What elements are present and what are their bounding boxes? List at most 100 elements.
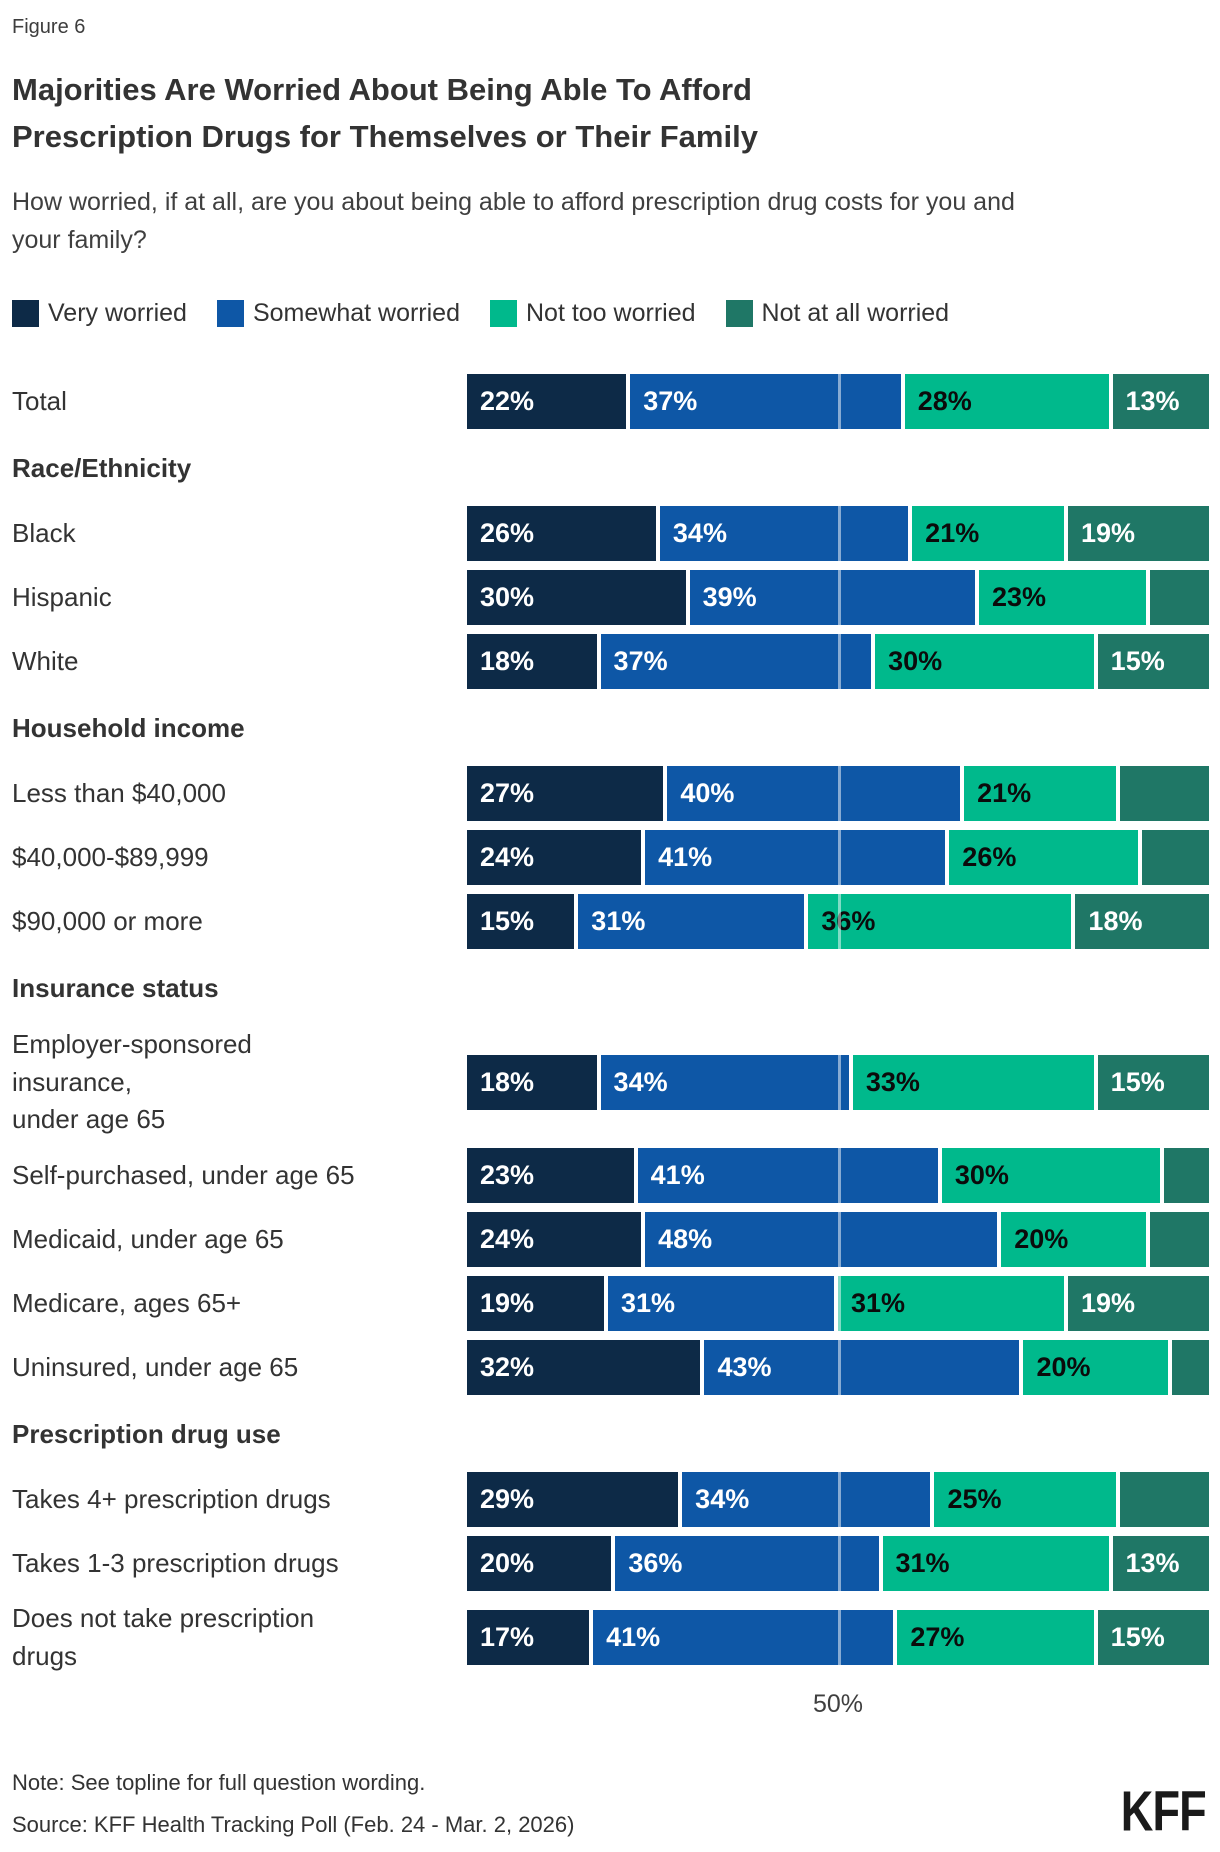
segment-value-label: 39% [702,582,757,612]
legend-label: Not at all worried [761,299,950,327]
segment-value-label: 15% [1110,1622,1165,1653]
legend-item: Very worried [12,299,187,328]
stacked-bar: 22% 37% 28% 13% [467,374,1209,429]
bar-segment [1164,1148,1209,1204]
bar-segment: 32% [467,1340,705,1396]
legend-swatch-icon [12,300,39,327]
segment-value-label: 27% [480,778,535,808]
legend-item: Not too worried [489,299,696,328]
segment-value-label: 19% [480,1288,535,1319]
bar-segment: 31% [578,894,809,949]
legend-swatch-icon [489,300,517,327]
bar-segment [1149,1212,1209,1268]
chart-subtitle: How worried, if at all, are you about be… [12,188,1015,254]
section-header: Household income [12,713,245,743]
bar-segment: 20% [1001,1212,1150,1268]
bar-row: Employer-sponsored insurance, under age … [12,1026,1209,1139]
bar-row: Medicaid, under age 65 24% 48% 20% [12,1212,1209,1268]
segment-value-label: 36% [628,1548,683,1579]
segment-value-label: 22% [480,386,535,416]
bar-segment: 31% [837,1276,1068,1332]
segment-value-label: 19% [1081,1288,1136,1319]
stacked-bar: 17% 41% 27% 15% [467,1610,1209,1666]
bar-segment: 31% [882,1536,1113,1592]
bar-segment: 13% [1112,1536,1209,1592]
bar-row: Takes 4+ prescription drugs 29% 34% 25% [12,1472,1209,1528]
bar-segment: 30% [875,634,1098,689]
chart-title: Majorities Are Worried About Being Able … [12,72,758,154]
bar-row: Uninsured, under age 65 32% 43% 20% [12,1340,1209,1396]
legend: Very worried Somewhat worried Not too worr… [12,299,1208,328]
segment-value-label: 37% [613,646,668,676]
segment-value-label: 24% [480,842,535,872]
x-axis: 50% [12,1684,1208,1726]
bar-row: Less than $40,000 27% 40% 21% [12,766,1209,821]
bar-segment: 41% [593,1610,898,1666]
bar-segment: 15% [467,894,579,949]
legend-item: Not at all worried [725,299,950,328]
segment-value-label: 43% [717,1352,772,1383]
bar-segment: 30% [467,570,690,625]
segment-value-label: 15% [480,906,535,936]
bar-segment: 13% [1112,374,1209,429]
bar-row: Black 26% 34% 21% 19% [12,506,1209,561]
stacked-bar: 24% 41% 26% [467,830,1209,885]
segment-value-label: 19% [1080,518,1136,548]
segment-value-label: 30% [954,1160,1009,1191]
row-label: Employer-sponsored insurance, under age … [12,1029,252,1135]
bar-segment: 27% [467,766,668,821]
segment-value-label: 41% [658,842,713,872]
bar-segment [1171,1340,1209,1396]
segment-value-label: 23% [991,582,1047,612]
legend-swatch-icon [216,300,244,327]
bar-segment: 39% [689,570,979,625]
bar-segment: 27% [897,1610,1098,1666]
segment-value-label: 15% [1110,1067,1165,1098]
bar-segment: 19% [1067,506,1209,561]
section-header: Prescription drug use [12,1419,281,1450]
bar-segment: 18% [1075,894,1209,949]
row-label: Uninsured, under age 65 [12,1351,299,1382]
section-header: Race/Ethnicity [12,453,192,483]
bar-row: Hispanic 30% 39% 23% [12,570,1209,625]
segment-value-label: 48% [658,1224,713,1255]
bar-segment: 33% [852,1055,1098,1111]
legend-item: Somewhat worried [216,299,460,328]
section-header: Insurance status [12,973,219,1003]
stacked-bar: 18% 37% 30% 15% [467,634,1209,689]
legend-label: Somewhat worried [252,299,460,327]
bar-segment: 34% [682,1472,935,1528]
segment-value-label: 13% [1125,1548,1180,1579]
legend-swatch-icon [725,300,753,327]
segment-value-label: 29% [480,1484,535,1515]
bar-segment: 21% [912,506,1068,561]
bar-segment: 36% [808,894,1076,949]
source-text: Source: KFF Health Tracking Poll (Feb. 2… [12,1812,575,1837]
bar-row: Does not take prescription drugs 17% 41% 27… [12,1600,1209,1675]
segment-value-label: 34% [672,518,727,548]
row-label: Black [12,517,76,548]
legend-label: Not too worried [525,299,696,327]
bar-segment: 20% [1023,1340,1172,1396]
bar-segment: 40% [667,766,965,821]
row-label: Less than $40,000 [12,777,226,808]
footer: Note: See topline for full question word… [12,1770,1207,1843]
stacked-bar-chart: Total 22% 37% 28% 13% Race/Ethnicity Black 26% 3… [12,374,1209,1676]
segment-value-label: 23% [480,1160,535,1191]
bar-segment: 24% [467,1212,646,1268]
segment-value-label: 33% [865,1067,920,1098]
bar-segment: 37% [600,634,876,689]
segment-value-label: 28% [917,386,972,416]
bar-segment: 37% [630,374,905,429]
row-label: $90,000 or more [12,905,203,936]
row-label: White [12,645,79,676]
segment-value-label: 30% [480,582,535,612]
bar-segment [1119,1472,1209,1528]
stacked-bar: 27% 40% 21% [467,766,1209,821]
stacked-bar: 15% 31% 36% 18% [467,894,1209,949]
bar-segment: 34% [600,1055,853,1111]
bar-row: Total 22% 37% 28% 13% [12,374,1209,429]
row-label: Total [12,385,67,416]
bar-segment: 29% [467,1472,683,1528]
